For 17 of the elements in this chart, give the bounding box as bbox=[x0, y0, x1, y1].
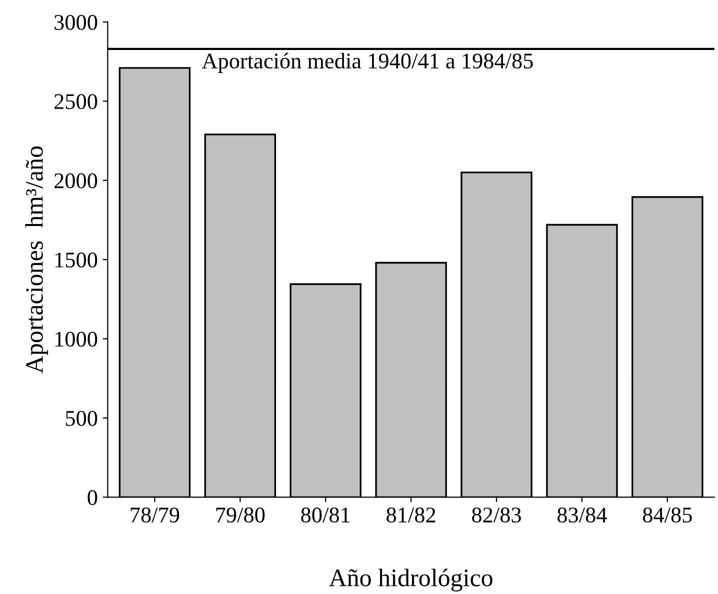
y-tick-label: 3000 bbox=[54, 14, 98, 30]
x-tick-label: 81/82 bbox=[386, 508, 436, 523]
x-tick-label: 83/84 bbox=[557, 508, 607, 523]
y-tick-label: 1500 bbox=[55, 252, 98, 268]
y-tick-label: 2000 bbox=[54, 173, 98, 188]
x-tick-label: 80/81 bbox=[301, 508, 350, 523]
x-axis-title: Año hidrológico bbox=[329, 568, 492, 592]
x-tick-label: 78/79 bbox=[130, 508, 180, 523]
y-axis-title: Aportaciones hm³/año bbox=[25, 146, 48, 374]
x-tick-label: 82/83 bbox=[472, 508, 521, 523]
y-tick-label: 500 bbox=[66, 410, 98, 426]
x-tick-label: 84/85 bbox=[642, 508, 692, 523]
y-tick-label: 0 bbox=[88, 490, 98, 506]
y-tick-label: 1000 bbox=[55, 332, 98, 347]
x-tick-label: 79/80 bbox=[216, 508, 265, 523]
y-tick-label: 2500 bbox=[54, 94, 98, 110]
ref-line-label: Aportación media 1940/41 a 1984/85 bbox=[202, 52, 533, 74]
